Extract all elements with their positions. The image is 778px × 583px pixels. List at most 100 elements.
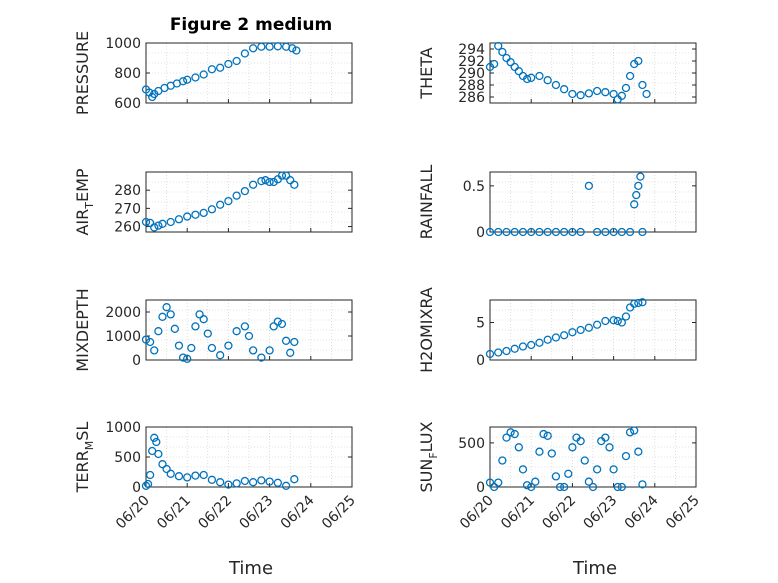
data-point <box>634 447 643 456</box>
data-point <box>232 56 241 66</box>
data-point <box>224 341 233 350</box>
data-point <box>551 333 561 342</box>
data-point <box>141 335 151 344</box>
data-point <box>166 217 175 227</box>
data-point <box>543 76 552 85</box>
data-point <box>154 221 163 230</box>
data-point <box>286 176 295 185</box>
data-point <box>576 91 585 100</box>
data-point <box>498 456 507 465</box>
data-point <box>543 227 552 237</box>
data-point <box>232 191 241 200</box>
data-point <box>273 317 282 326</box>
data-point <box>601 316 610 326</box>
data-point <box>277 319 287 329</box>
data-point <box>621 451 631 461</box>
data-point <box>535 227 544 237</box>
data-point <box>502 53 511 63</box>
data-point <box>281 336 291 345</box>
data-point <box>568 89 577 99</box>
data-point <box>568 227 577 237</box>
data-point <box>518 465 528 474</box>
data-point <box>609 227 618 237</box>
data-point <box>527 482 536 492</box>
y-tick-label: 270 <box>114 201 141 217</box>
y-tick-label: 0 <box>132 480 141 496</box>
data-point <box>158 460 167 469</box>
data-point <box>240 49 250 58</box>
data-point <box>265 477 274 486</box>
data-point <box>286 348 295 357</box>
figure-title: Figure 2 medium <box>170 15 332 35</box>
x-tick-label: 06/22 <box>539 493 579 533</box>
data-point <box>290 337 299 347</box>
y-tick-label: 1000 <box>105 420 141 436</box>
data-point <box>494 478 503 487</box>
data-point <box>634 298 643 308</box>
data-point <box>617 227 626 237</box>
data-point <box>248 180 258 189</box>
data-point <box>216 351 225 360</box>
data-point <box>502 346 511 356</box>
data-point <box>232 327 241 336</box>
y-axis-label: H2OMIXRA <box>417 287 436 373</box>
data-point <box>162 464 171 474</box>
panel-terr-msl: 0 500 1000 06/20 06/21 06/22 06/23 06/24 06/25 TE… <box>73 420 359 532</box>
data-point <box>642 89 651 99</box>
data-point <box>638 227 647 237</box>
y-tick-label: 0 <box>476 480 485 496</box>
y-tick-label: 600 <box>114 96 141 112</box>
data-point <box>527 73 536 82</box>
data-point <box>183 212 192 221</box>
y-axis-label: THETA <box>417 47 436 99</box>
data-point <box>510 344 519 353</box>
y-tick-label: 0.5 <box>463 179 485 195</box>
data-point <box>178 77 188 86</box>
data-point <box>141 217 151 227</box>
data-point <box>535 447 544 456</box>
data-point <box>617 318 626 327</box>
y-tick-label: 286 <box>458 90 485 106</box>
y-axis-label: AIRTEMP <box>73 168 96 235</box>
data-point <box>584 477 594 486</box>
data-point <box>613 482 622 492</box>
panel-sun-flux: 0 500 06/20 06/21 06/22 06/23 06/24 06/25 SUNFLU… <box>417 421 703 532</box>
data-point <box>162 303 171 312</box>
data-point <box>494 41 503 51</box>
data-point <box>522 74 532 84</box>
axes-box <box>145 299 353 361</box>
data-point <box>506 428 515 437</box>
data-point <box>269 322 278 331</box>
data-point <box>257 353 266 362</box>
y-tick-label: 800 <box>114 66 141 82</box>
data-point <box>580 456 589 465</box>
data-point <box>543 431 552 440</box>
data-point <box>564 469 573 478</box>
data-point <box>232 479 241 488</box>
data-point <box>621 312 631 321</box>
data-point <box>576 325 585 335</box>
data-point <box>183 75 192 84</box>
data-point <box>621 83 631 93</box>
data-point <box>174 341 184 350</box>
data-point <box>240 186 250 196</box>
data-point <box>281 171 291 180</box>
data-point <box>638 80 647 90</box>
y-tick-label: 0 <box>132 353 141 369</box>
data-point <box>634 56 643 66</box>
x-tick-label: 06/22 <box>195 493 235 533</box>
data-point <box>265 346 274 355</box>
data-point <box>527 340 536 350</box>
data-point <box>502 433 511 442</box>
data-point <box>568 328 577 337</box>
y-axis-label: RAINFALL <box>417 165 436 240</box>
data-point <box>609 465 618 474</box>
data-point <box>216 200 225 209</box>
data-point <box>166 469 175 478</box>
data-point <box>592 465 602 474</box>
data-point <box>141 481 151 490</box>
y-tick-label: 1000 <box>105 329 141 345</box>
data-point <box>224 480 233 489</box>
data-point <box>510 62 519 72</box>
